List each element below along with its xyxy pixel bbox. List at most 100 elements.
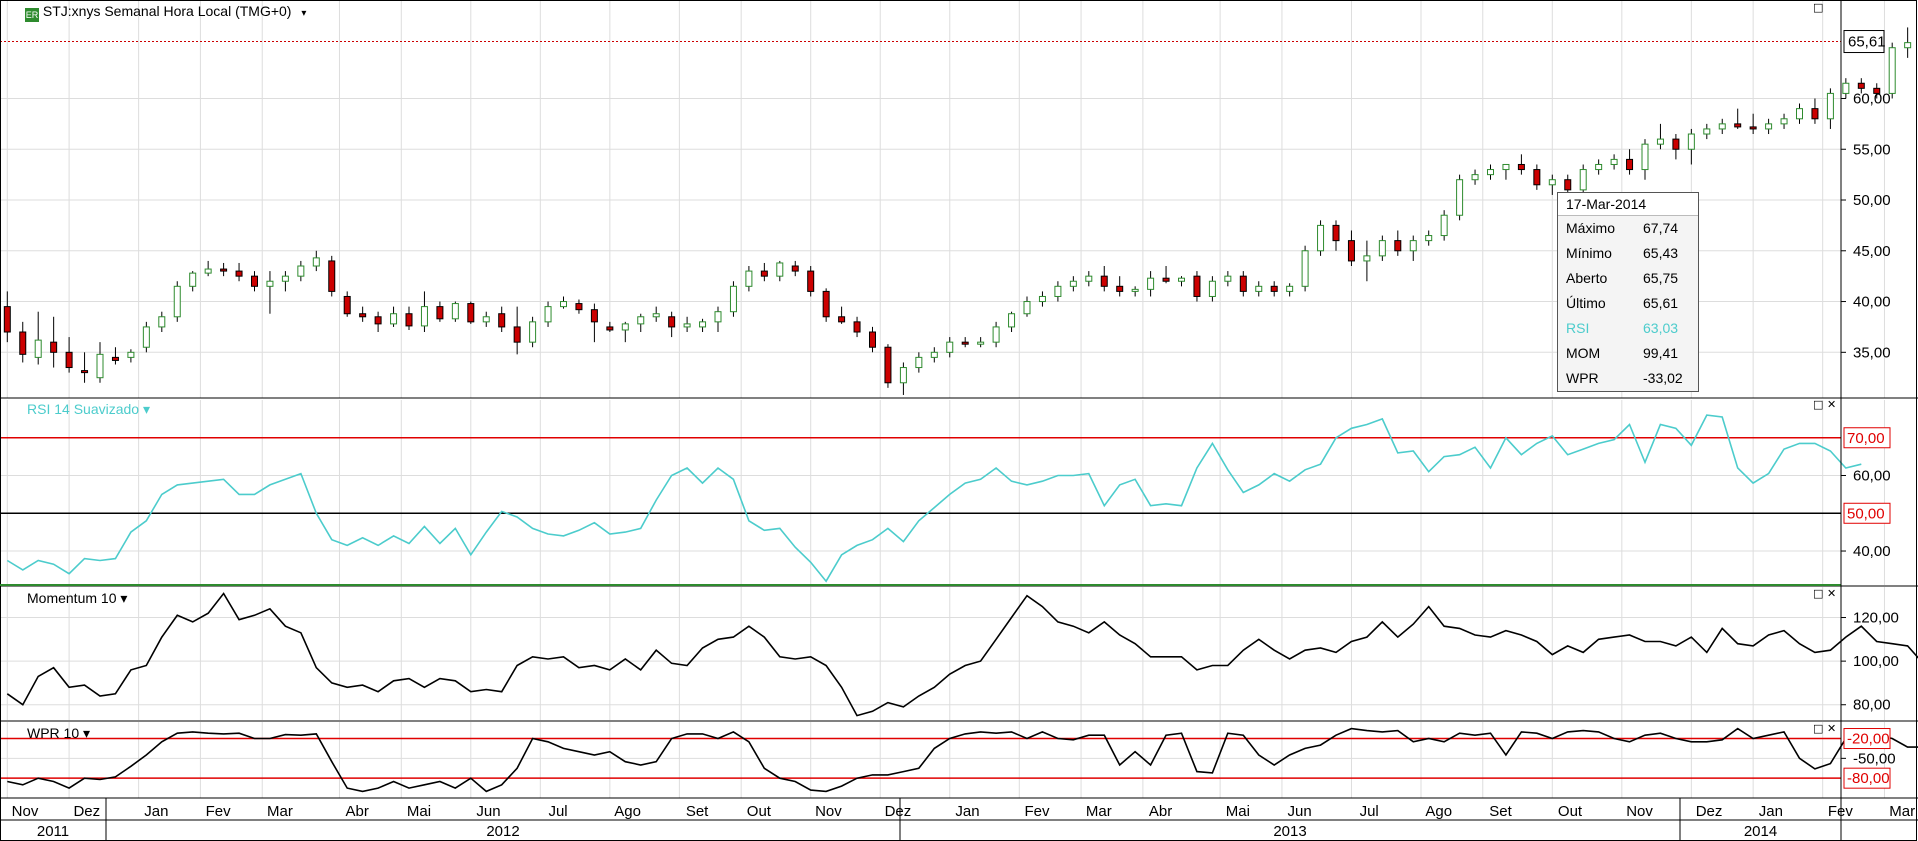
candle-body (127, 351, 135, 358)
tooltip-row: Máximo 67,74 (1558, 216, 1698, 241)
candle-body (1564, 179, 1572, 191)
tooltip-value: 65,61 (1643, 295, 1679, 311)
x-tick-label: Jan (144, 803, 168, 820)
y-tick-label: 35,00 (1853, 344, 1891, 361)
y-tick-label: 45,00 (1853, 243, 1891, 260)
candle-body (683, 323, 691, 328)
candle-body (1517, 163, 1525, 171)
close-icon[interactable]: ✕ (1827, 398, 1837, 411)
chart-header[interactable]: ER STJ:xnys Semanal Hora Local (TMG+0) ▾ (25, 3, 306, 22)
candle-body (1023, 301, 1031, 315)
candle-body (1008, 313, 1016, 328)
candle-body (1548, 179, 1556, 186)
x-tick-label: Mar (1889, 803, 1915, 820)
candle-body (544, 306, 552, 323)
year-label: 2014 (1744, 823, 1777, 840)
y-tick-label: 40,00 (1853, 294, 1891, 311)
candle-body (1162, 277, 1170, 282)
candle-body (1332, 224, 1340, 242)
tooltip-label: RSI (1566, 320, 1590, 336)
candle-body (699, 321, 707, 328)
candle-body (359, 313, 367, 318)
candle-body (81, 370, 89, 374)
level-label-box (1843, 767, 1891, 789)
momentum-panel-label[interactable]: Momentum 10 ▾ (27, 590, 128, 606)
x-tick-label: Mai (407, 803, 431, 820)
candle-body (529, 321, 537, 343)
series-line (6, 592, 1918, 717)
candle-body (374, 316, 382, 325)
series-line (7, 727, 1918, 793)
x-tick-label: Jul (548, 803, 567, 820)
year-label: 2013 (1273, 823, 1306, 840)
level-label-box (1843, 427, 1891, 449)
x-tick-label: Ago (1425, 803, 1452, 820)
candle-body (1224, 275, 1232, 282)
candle-body (1178, 277, 1185, 282)
candle-body (343, 295, 351, 315)
candle-body (204, 268, 212, 274)
level-label: 50,00 (1847, 505, 1885, 522)
candle-body (1857, 82, 1865, 89)
close-icon[interactable]: ✕ (1827, 722, 1837, 735)
candle-body (776, 262, 784, 277)
maximize-icon[interactable]: □ (1813, 398, 1824, 411)
candle-body (1394, 240, 1402, 252)
maximize-icon[interactable]: □ (1813, 1, 1824, 14)
candle-body (853, 321, 861, 333)
candle-body (807, 270, 815, 292)
x-tick-label: Fev (206, 803, 232, 820)
last-price-box (1843, 30, 1885, 54)
x-tick-label: Out (1558, 803, 1583, 820)
candle-body (1873, 87, 1881, 94)
tooltip-row: RSI 63,03 (1558, 316, 1698, 341)
x-axis: Nov Dez Jan Fev Mar Abr Mai Jun Jul Ago Set Out Nov D… (12, 798, 1915, 841)
wpr-panel-label[interactable]: WPR 10 ▾ (27, 725, 91, 741)
candle-body (1456, 179, 1464, 216)
maximize-icon[interactable]: □ (1813, 587, 1824, 600)
candle-body (513, 326, 521, 343)
grid-lines (0, 0, 1885, 798)
rsi-panel-label[interactable]: RSI 14 Suavizado ▾ (27, 401, 150, 417)
y-tick-label: 60,00 (1853, 90, 1891, 107)
candle-body (1069, 280, 1077, 287)
candle-body (1672, 138, 1680, 150)
x-tick-label: Fev (1024, 803, 1050, 820)
close-icon[interactable]: ✕ (1827, 587, 1837, 600)
candle-body (1749, 126, 1757, 130)
candle-body (1626, 158, 1634, 171)
candle-body (328, 260, 336, 292)
y-tick-label: 60,00 (1853, 468, 1891, 485)
x-tick-label: Set (1489, 803, 1512, 820)
candle-body (1425, 235, 1433, 242)
candle-body (560, 301, 567, 308)
candle-body (1116, 285, 1124, 292)
tooltip-row: Último 65,61 (1558, 291, 1698, 316)
candle-body (420, 306, 428, 327)
candle-body (312, 257, 320, 267)
maximize-icon[interactable]: □ (1813, 722, 1824, 735)
candle-body (1270, 285, 1278, 292)
candle-body (482, 316, 490, 323)
candle-body (1301, 250, 1309, 287)
candle-body (1796, 108, 1803, 120)
candle-body (1765, 123, 1773, 130)
chevron-down-icon[interactable]: ▾ (301, 8, 307, 19)
tooltip-label: WPR (1566, 370, 1599, 386)
candle-body (652, 313, 660, 318)
y-tick-label: 55,00 (1853, 141, 1891, 158)
y-tick-label: 40,00 (1853, 543, 1891, 560)
candle-body (961, 341, 969, 345)
x-tick-label: Mai (1226, 803, 1250, 820)
candle-body (822, 290, 830, 318)
x-tick-label: Out (747, 803, 772, 820)
candle-body (946, 341, 954, 353)
candle-body (915, 356, 923, 369)
candle-body (142, 326, 150, 348)
candle-body (1687, 133, 1695, 150)
candle-body (251, 275, 258, 287)
series-line (6, 414, 1862, 583)
candle-body (235, 270, 243, 277)
candle-body (1579, 169, 1587, 191)
